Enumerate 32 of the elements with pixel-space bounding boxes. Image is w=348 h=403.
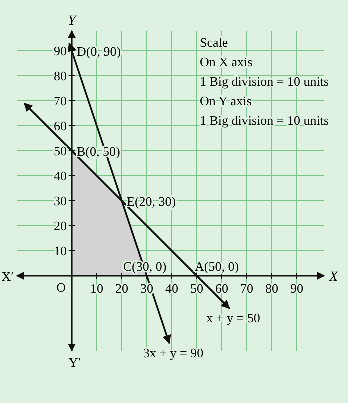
y-tick-label: 20 [54,218,67,234]
x-tick-label: 40 [166,281,178,296]
x-tick-label: 20 [116,281,128,296]
annotation: E(20, 30) [127,194,176,209]
text: X′ [2,269,14,284]
x-tick-label: 60 [216,281,228,296]
y-axis-title: Y [68,14,78,29]
x-tick-label: 50 [190,281,204,296]
x-axis-title: X [328,270,338,285]
annotation: 3x + y = 90 [143,346,204,360]
y-tick-label: 60 [54,118,67,134]
annotation: A(50, 0) [195,259,240,274]
annotation: Scale [200,35,228,50]
annotation: D(0, 90) [77,44,122,59]
x-tick-label: 70 [240,281,254,296]
y-tick-label: 70 [54,94,67,108]
y-tick-label: 40 [54,168,67,184]
annotation: O [56,280,66,295]
x-tick-label: 90 [290,281,304,296]
annotation: x + y = 50 [206,310,260,326]
y-tick-label: 30 [54,194,67,208]
annotation: On Y axis [200,94,252,108]
y-tick-label: 90 [54,44,67,58]
text: Y′ [68,355,82,370]
x-tick-label: 10 [90,281,104,296]
x-tick-label: 80 [266,281,278,296]
y-tick-label: 80 [54,68,67,84]
y-tick-label: 50 [54,144,67,158]
annotation: On X axis [200,54,253,70]
annotation: 1 Big division = 10 units [200,113,330,128]
annotation: 1 Big division = 10 units [200,74,330,89]
y-tick-label: 10 [54,244,67,258]
